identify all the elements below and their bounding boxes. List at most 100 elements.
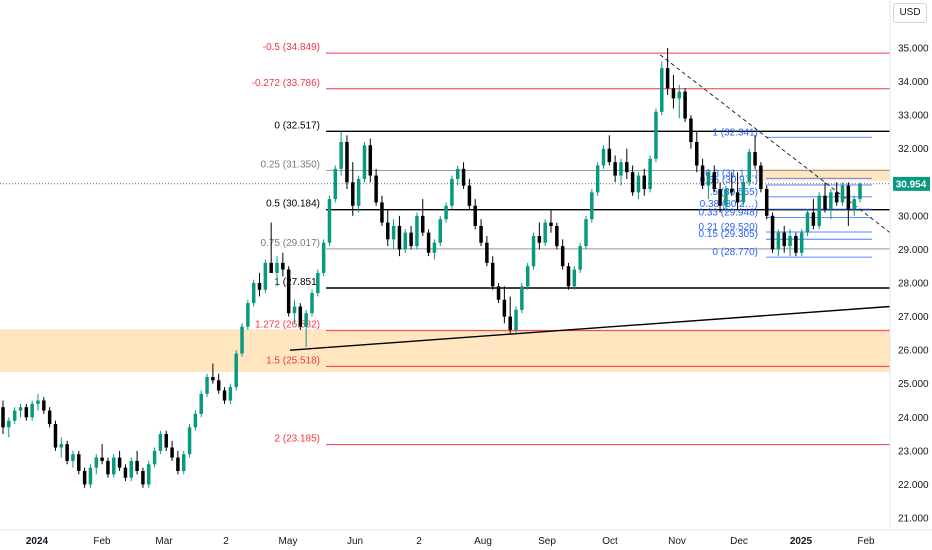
candle-body bbox=[537, 236, 542, 243]
candle-body bbox=[12, 410, 17, 421]
candle-body bbox=[298, 306, 303, 327]
fib-level-label: 0.25 (31.350) bbox=[261, 160, 321, 171]
candle-body bbox=[65, 444, 69, 461]
candle-body bbox=[269, 262, 273, 273]
price-tick-label: 29.000 bbox=[898, 245, 929, 256]
candle-body bbox=[181, 454, 186, 471]
candle-body bbox=[211, 377, 215, 381]
candle-body bbox=[840, 185, 845, 203]
candle-body bbox=[549, 222, 553, 226]
candle-body bbox=[718, 189, 722, 206]
candle-body bbox=[176, 457, 180, 471]
candle-body bbox=[817, 195, 821, 226]
candle-body bbox=[665, 68, 670, 89]
time-tick-label: Oct bbox=[602, 536, 618, 547]
candle-body bbox=[700, 165, 705, 186]
candle-body bbox=[356, 178, 361, 206]
fib-levels-main: -0.5 (34.849) -0.272 (33.786) 0 (32.517) 0.… bbox=[252, 42, 890, 446]
candle-body bbox=[590, 192, 594, 220]
currency-button[interactable]: USD bbox=[893, 3, 927, 23]
candle-body bbox=[222, 390, 227, 401]
candle-body bbox=[199, 393, 203, 414]
candle-body bbox=[630, 172, 635, 193]
candle-body bbox=[595, 165, 600, 193]
candle-body bbox=[514, 309, 518, 330]
time-axis[interactable]: 2024 Feb Mar 2 May Jun 2 Aug Sep Oct Nov Dec 2025 Feb bbox=[0, 529, 932, 547]
candles bbox=[1, 48, 862, 488]
candle-body bbox=[327, 199, 332, 243]
candle-body bbox=[432, 242, 437, 253]
price-tick-label: 22.000 bbox=[898, 480, 929, 491]
candle-body bbox=[374, 175, 378, 203]
candle-body bbox=[450, 178, 454, 206]
candle-body bbox=[660, 68, 664, 112]
candle-body bbox=[257, 283, 262, 290]
time-tick-label: Aug bbox=[474, 536, 492, 547]
last-price-badge bbox=[893, 176, 930, 191]
price-tick-label: 30.000 bbox=[898, 211, 929, 222]
fib-small-label: 0.65 (30.9…) bbox=[700, 175, 758, 186]
fib-level-label: -0.5 (34.849) bbox=[263, 42, 320, 53]
candle-body bbox=[409, 232, 413, 247]
candle-body bbox=[321, 242, 326, 273]
candle-body bbox=[112, 457, 116, 475]
candle-body bbox=[391, 225, 396, 240]
price-tick-label: 34.000 bbox=[898, 77, 929, 88]
candle-body bbox=[764, 189, 769, 216]
candle-body bbox=[117, 457, 122, 468]
candle-body bbox=[578, 246, 582, 270]
candle-body bbox=[141, 471, 145, 485]
candle-body bbox=[1, 407, 5, 428]
candle-body bbox=[496, 286, 501, 300]
candle-body bbox=[77, 454, 81, 471]
fib-level-label: 1.272 (26.582) bbox=[255, 320, 320, 331]
candle-body bbox=[59, 444, 64, 448]
candle-body bbox=[333, 168, 338, 200]
candle-body bbox=[508, 316, 512, 330]
candle-body bbox=[135, 460, 139, 471]
fib-level-label: -0.272 (33.786) bbox=[252, 78, 320, 89]
price-tick-label: 25.000 bbox=[898, 379, 929, 390]
candle-body bbox=[158, 434, 163, 451]
support-trendline bbox=[289, 305, 891, 351]
candle-body bbox=[689, 118, 693, 142]
fib-small-label: .5 (30.565) bbox=[710, 187, 758, 198]
time-tick-label: 2025 bbox=[790, 536, 813, 547]
candle-body bbox=[753, 152, 757, 166]
candle-body bbox=[30, 403, 34, 418]
time-tick-label: Dec bbox=[730, 536, 748, 547]
candle-body bbox=[490, 262, 495, 287]
candle-body bbox=[811, 212, 816, 226]
candle-body bbox=[525, 266, 530, 287]
candle-body bbox=[642, 175, 647, 189]
candle-body bbox=[368, 145, 373, 176]
candle-body bbox=[695, 142, 699, 166]
candle-body bbox=[834, 192, 839, 203]
candle-body bbox=[421, 215, 425, 233]
candle-body bbox=[555, 225, 559, 247]
candle-body bbox=[42, 400, 46, 411]
candle-body bbox=[310, 293, 314, 314]
candle-body bbox=[351, 182, 355, 206]
time-tick-label: May bbox=[279, 536, 298, 547]
candle-body bbox=[292, 306, 297, 314]
candle-body bbox=[747, 152, 751, 183]
candle-body bbox=[397, 225, 402, 250]
candle-body bbox=[426, 232, 431, 253]
time-tick-label: 2 bbox=[416, 536, 422, 547]
candle-body bbox=[805, 212, 810, 233]
candle-body bbox=[193, 413, 198, 428]
price-axis[interactable]: 35.00034.00033.00032.00031.00030.00029.0… bbox=[889, 0, 929, 530]
candle-body bbox=[566, 266, 571, 287]
candle-body bbox=[36, 400, 40, 404]
candle-body bbox=[654, 111, 658, 159]
time-tick-label: Feb bbox=[93, 536, 111, 547]
candle-body bbox=[636, 175, 641, 193]
trendlines[interactable] bbox=[289, 54, 891, 351]
candle-body bbox=[461, 168, 466, 186]
candle-body bbox=[619, 162, 623, 176]
candle-body bbox=[415, 215, 419, 247]
candle-body bbox=[502, 299, 507, 317]
candle-body bbox=[823, 195, 827, 210]
